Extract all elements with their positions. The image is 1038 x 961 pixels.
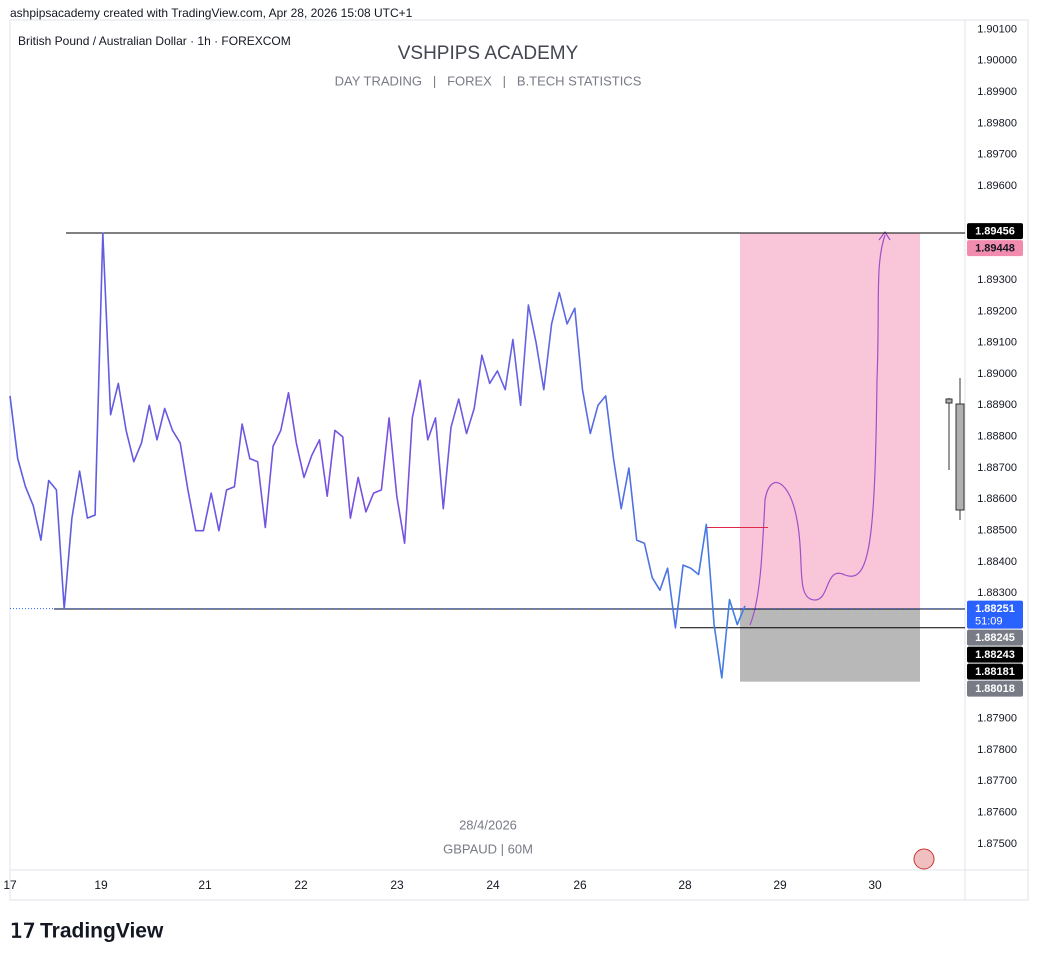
price-line [9,232,746,679]
zone-box [740,233,920,609]
y-tick-label: 1.87600 [977,807,1017,819]
price-label-bg [967,240,1023,257]
y-tick-label: 1.87800 [977,744,1017,756]
price-label: 1.88251 [975,603,1015,615]
logo: TradingView [40,920,164,943]
x-tick-label: 22 [294,878,308,892]
y-tick-label: 1.87900 [977,713,1017,725]
annotation: 28/4/2026 [459,817,517,832]
y-tick-label: 1.90000 [977,55,1017,67]
y-tick-label: 1.89700 [977,149,1017,161]
x-tick-label: 24 [486,878,500,892]
x-tick-label: 26 [573,878,587,892]
forecast-path [749,234,886,626]
y-tick-label: 1.89200 [977,305,1017,317]
credit: ashpipsacademy created with TradingView.… [10,6,413,20]
x-tick-label: 23 [390,878,404,892]
price-label: 1.88243 [975,649,1015,661]
price-label: 1.89448 [975,243,1015,255]
y-tick-label: 1.90100 [977,23,1017,35]
forecast-arrow [878,230,891,241]
chart-subtitle: DAY TRADING | FOREX | B.TECH STATISTICS [335,73,642,88]
price-label: 1.88018 [975,683,1015,695]
y-tick-label: 1.89800 [977,117,1017,129]
zone-box [740,608,920,682]
price-label-bg [967,629,1023,646]
price-label-bg [967,223,1023,240]
countdown: 51:09 [975,616,1003,628]
chart-title: VSHPIPS ACADEMY [398,43,579,64]
candle-body [955,403,965,511]
logo-icon: 𝟣𝟩 [10,920,35,942]
price-label: 1.89456 [975,226,1015,238]
x-tick-label: 30 [868,878,882,892]
price-label-bg [967,646,1023,663]
x-tick-label: 19 [94,878,108,892]
x-tick-label: 17 [3,878,17,892]
y-tick-label: 1.88400 [977,556,1017,568]
y-tick-label: 1.89100 [977,337,1017,349]
y-tick-label: 1.87500 [977,838,1017,850]
y-tick-label: 1.89900 [977,86,1017,98]
y-tick-label: 1.88500 [977,525,1017,537]
x-tick-label: 21 [198,878,212,892]
y-tick-label: 1.87700 [977,775,1017,787]
price-label-bg [967,663,1023,680]
y-tick-label: 1.89300 [977,274,1017,286]
y-tick-label: 1.88800 [977,431,1017,443]
frame [9,19,1029,901]
x-tick-label: 29 [773,878,787,892]
candle-body [945,398,953,404]
symbol: British Pound / Australian Dollar · 1h ·… [18,34,291,48]
y-tick-label: 1.88900 [977,399,1017,411]
price-label-bg [967,600,1023,629]
y-tick-label: 1.88600 [977,493,1017,505]
flag-icon [913,848,935,870]
y-tick-label: 1.88700 [977,462,1017,474]
price-label-bg [967,680,1023,697]
price-label: 1.88181 [975,666,1015,678]
price-label: 1.88245 [975,632,1015,644]
x-tick-label: 28 [678,878,692,892]
y-tick-label: 1.88300 [977,587,1017,599]
y-tick-label: 1.89000 [977,368,1017,380]
annotation: GBPAUD | 60M [443,841,533,856]
y-tick-label: 1.89600 [977,180,1017,192]
